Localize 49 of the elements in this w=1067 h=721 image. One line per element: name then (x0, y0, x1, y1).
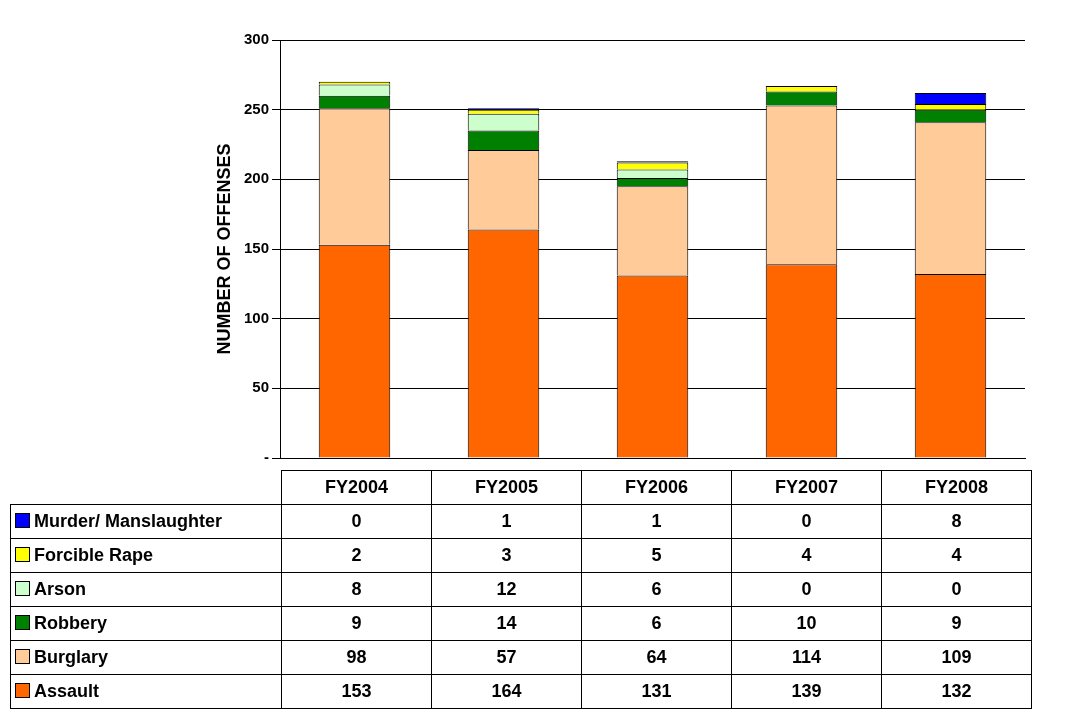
data-label: 3 (431, 538, 582, 573)
legend-label: Arson (10, 572, 282, 607)
data-label: 1 (431, 504, 582, 539)
y-tick-label: 300 (243, 30, 269, 48)
data-label: 2 (281, 538, 432, 573)
data-label: 9 (881, 606, 1032, 641)
y-tick-label: - (264, 448, 269, 466)
data-label: 0 (881, 572, 1032, 607)
data-label: 10 (731, 606, 882, 641)
x-tick-label: FY2004 (281, 470, 432, 505)
y-tick-label: 50 (252, 378, 269, 396)
x-tick-label: FY2005 (431, 470, 582, 505)
data-label: 9 (281, 606, 432, 641)
data-label: 153 (281, 674, 432, 709)
data-label: 98 (281, 640, 432, 675)
data-label: 4 (881, 538, 1032, 573)
data-label: 114 (731, 640, 882, 675)
data-label: 131 (581, 674, 732, 709)
data-label: 6 (581, 606, 732, 641)
data-label: 6 (581, 572, 732, 607)
data-label: 8 (281, 572, 432, 607)
data-label: 1 (581, 504, 732, 539)
x-tick-label: FY2008 (881, 470, 1032, 505)
data-label: 12 (431, 572, 582, 607)
data-label: 5 (581, 538, 732, 573)
data-label: 57 (431, 640, 582, 675)
data-label: 4 (731, 538, 882, 573)
x-tick-label: FY2007 (731, 470, 882, 505)
data-label: 0 (731, 572, 882, 607)
data-label: 164 (431, 674, 582, 709)
data-label: 139 (731, 674, 882, 709)
y-tick-label: 250 (243, 99, 269, 117)
legend-label: Assault (10, 674, 282, 709)
data-label: 132 (881, 674, 1032, 709)
data-label: 109 (881, 640, 1032, 675)
legend-label: Burglary (10, 640, 282, 675)
data-label: 64 (581, 640, 732, 675)
legend-label: Murder/ Manslaughter (10, 504, 282, 539)
data-label: 0 (281, 504, 432, 539)
y-tick-label: 100 (243, 308, 269, 326)
data-label: 8 (881, 504, 1032, 539)
data-label: 0 (731, 504, 882, 539)
legend-label: Robbery (10, 606, 282, 641)
y-tick-label: 150 (243, 239, 269, 257)
y-axis-title: NUMBER OF OFFENSES (213, 143, 234, 355)
y-tick-label: 200 (243, 169, 269, 187)
data-label: 14 (431, 606, 582, 641)
x-tick-label: FY2006 (581, 470, 732, 505)
legend-label: Forcible Rape (10, 538, 282, 573)
